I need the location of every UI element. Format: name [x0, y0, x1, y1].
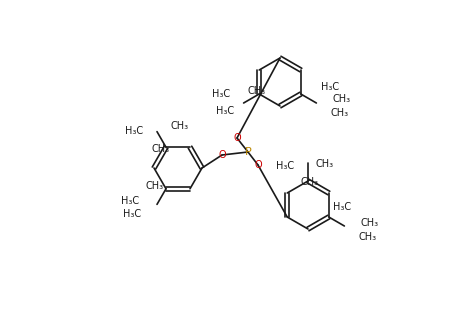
Text: CH₃: CH₃ — [316, 159, 334, 169]
Text: O: O — [218, 150, 226, 160]
Text: O: O — [233, 133, 241, 143]
Text: H₃C: H₃C — [321, 82, 339, 92]
Text: H₃C: H₃C — [216, 106, 234, 116]
Text: CH₃: CH₃ — [301, 177, 319, 187]
Text: H₃C: H₃C — [123, 209, 141, 219]
Text: CH₃: CH₃ — [358, 232, 376, 242]
Text: H₃C: H₃C — [211, 89, 229, 99]
Text: CH₃: CH₃ — [171, 121, 189, 131]
Text: CH₃: CH₃ — [247, 86, 266, 96]
Text: H₃C: H₃C — [333, 202, 351, 212]
Text: CH₃: CH₃ — [152, 144, 170, 154]
Text: CH₃: CH₃ — [330, 108, 348, 118]
Text: P: P — [245, 147, 251, 157]
Text: H₃C: H₃C — [121, 196, 139, 206]
Text: H₃C: H₃C — [276, 161, 294, 171]
Text: CH₃: CH₃ — [360, 218, 379, 228]
Text: CH₃: CH₃ — [332, 94, 350, 104]
Text: O: O — [254, 160, 262, 170]
Text: CH₃: CH₃ — [146, 181, 164, 192]
Text: H₃C: H₃C — [125, 126, 143, 136]
